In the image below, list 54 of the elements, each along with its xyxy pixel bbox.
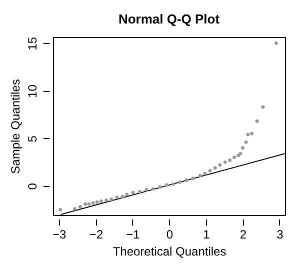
point: [261, 105, 265, 109]
point: [158, 185, 162, 189]
point: [99, 199, 103, 203]
y-tick-label: 10: [26, 84, 40, 98]
point: [72, 207, 76, 211]
point: [58, 208, 62, 212]
point: [236, 154, 240, 158]
y-tick-label: 15: [26, 36, 40, 50]
point: [240, 146, 244, 150]
point: [115, 196, 119, 200]
point: [95, 200, 99, 204]
point: [125, 192, 129, 196]
point: [78, 205, 82, 209]
point: [198, 174, 202, 178]
y-axis-title: Sample Quantiles: [8, 79, 22, 174]
point: [164, 183, 168, 187]
point: [213, 166, 217, 170]
point: [255, 120, 259, 123]
point: [246, 132, 250, 136]
x-axis-title: Theoretical Quantiles: [112, 244, 226, 258]
x-tick-label: 3: [276, 228, 284, 242]
point: [218, 163, 222, 167]
point: [178, 180, 182, 184]
point: [138, 190, 142, 194]
x-tick-label: −2: [89, 228, 104, 242]
chart-title: Normal Q-Q Plot: [118, 12, 220, 27]
point: [110, 198, 114, 202]
point: [184, 178, 188, 182]
point: [244, 140, 248, 144]
point: [120, 194, 124, 198]
point: [191, 176, 195, 180]
point: [104, 198, 108, 202]
y-tick-label: 5: [26, 135, 40, 142]
point: [250, 132, 254, 136]
point: [203, 172, 207, 176]
point: [91, 201, 95, 205]
y-tick-label: 0: [26, 182, 40, 190]
x-tick-label: −1: [126, 228, 140, 242]
x-tick-label: 0: [166, 228, 174, 242]
point: [171, 182, 175, 186]
point: [131, 190, 135, 194]
x-tick-label: 1: [203, 228, 210, 242]
point: [223, 160, 227, 164]
point: [208, 169, 212, 172]
point: [87, 202, 91, 206]
point: [274, 41, 278, 45]
point: [232, 156, 236, 160]
point: [228, 158, 232, 162]
x-tick-label: −3: [52, 228, 67, 242]
point: [144, 188, 148, 192]
point: [151, 187, 155, 191]
point: [238, 152, 242, 156]
point: [84, 202, 88, 206]
x-tick-label: 2: [240, 228, 247, 242]
